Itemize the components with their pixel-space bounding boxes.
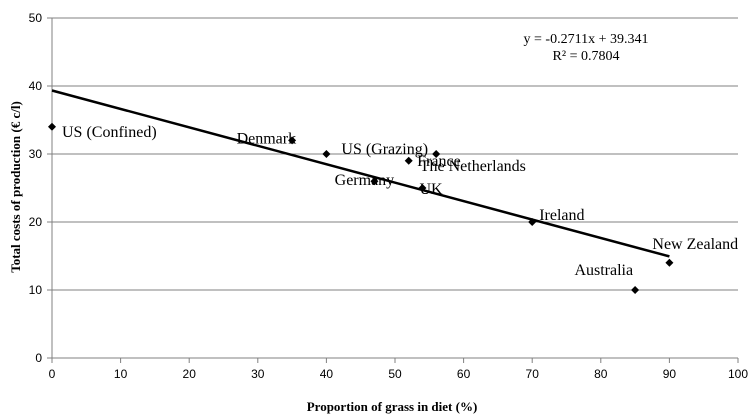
- y-axis-title: Total costs of production (€ c/l): [8, 101, 23, 273]
- point-marker-0: [48, 122, 56, 131]
- point-label-3: Germany: [335, 172, 395, 189]
- point-marker-9: [665, 258, 674, 267]
- point-label-5: UK: [419, 181, 443, 198]
- x-tick-label-9: 90: [663, 367, 677, 381]
- y-tick-labels: 0 10 20 30 40 50: [29, 11, 52, 365]
- point-marker-2: [322, 150, 331, 158]
- point-labels: US (Confined) Denmark US (Grazing) Germany T…: [62, 124, 738, 279]
- x-tick-label-2: 20: [183, 367, 197, 381]
- x-tick-label-4: 40: [320, 367, 334, 381]
- axes: [51, 18, 738, 359]
- x-tick-label-0: 0: [49, 367, 56, 381]
- point-label-1: Denmark: [237, 130, 297, 147]
- y-tick-label-0: 0: [35, 351, 42, 365]
- x-tick-label-6: 60: [457, 367, 471, 381]
- x-axis-title: Proportion of grass in diet (%): [307, 399, 478, 414]
- point-label-2: US (Grazing): [341, 141, 428, 158]
- y-tick-label-2: 20: [29, 215, 43, 229]
- y-tick-label-3: 30: [29, 147, 43, 161]
- point-marker-1: [288, 136, 297, 145]
- point-marker-4: [404, 156, 413, 165]
- data-points: [48, 122, 674, 294]
- point-marker-6: [432, 150, 441, 158]
- trendline-equation: y = -0.2711x + 39.341: [524, 32, 649, 47]
- point-marker-3: [370, 177, 379, 186]
- x-tick-label-3: 30: [251, 367, 265, 381]
- point-label-8: Australia: [574, 262, 633, 279]
- trendline: [51, 89, 670, 258]
- x-tick-label-10: 100: [728, 367, 748, 381]
- y-tick-label-5: 50: [29, 11, 43, 25]
- point-label-0: US (Confined): [62, 124, 157, 141]
- trendline-r-squared: R² = 0.7804: [553, 49, 620, 64]
- trendline-group: [51, 89, 670, 258]
- point-marker-8: [631, 286, 640, 294]
- x-tick-label-5: 50: [388, 367, 402, 381]
- point-label-4: The Netherlands: [420, 158, 526, 175]
- point-marker-7: [528, 218, 537, 226]
- gridlines: [52, 17, 738, 291]
- y-tick-label-4: 40: [29, 79, 43, 93]
- x-tick-label-1: 10: [114, 367, 128, 381]
- point-label-9: New Zealand: [652, 236, 738, 253]
- point-label-7: Ireland: [539, 207, 584, 224]
- x-tick-label-7: 70: [526, 367, 540, 381]
- y-tick-label-1: 10: [29, 283, 43, 297]
- point-label-6: France: [417, 153, 461, 170]
- point-marker-5: [418, 184, 427, 192]
- x-tick-labels: 0 10 20 30 40 50 60 70 80 90 100: [49, 358, 748, 381]
- x-tick-label-8: 80: [594, 367, 608, 381]
